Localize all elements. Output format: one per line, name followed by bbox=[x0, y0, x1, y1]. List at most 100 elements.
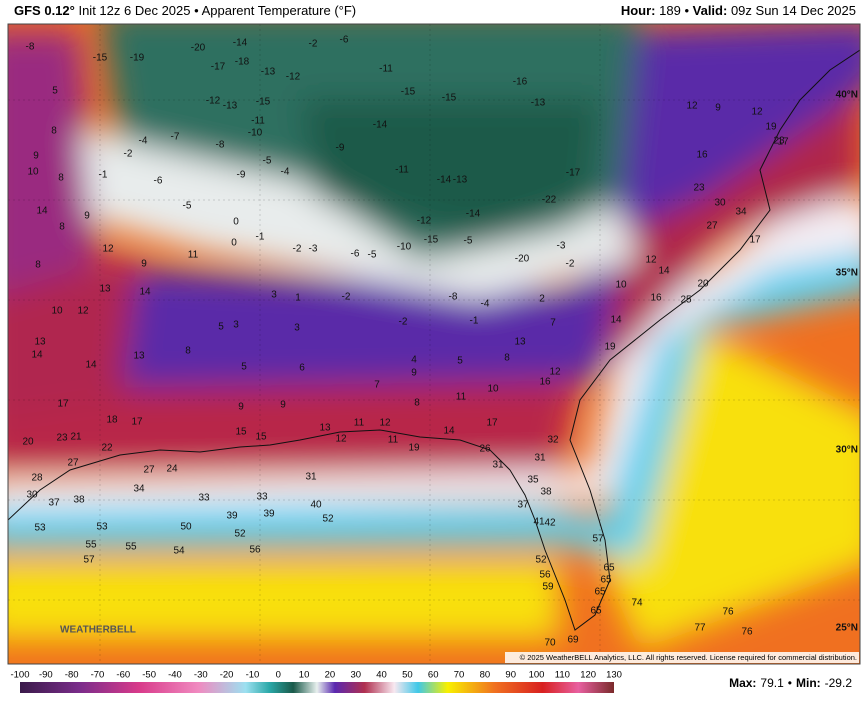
temperature-label: 32 bbox=[547, 435, 559, 446]
temperature-label: -8 bbox=[26, 42, 35, 53]
colorbar-tick-label: -30 bbox=[194, 670, 208, 681]
temperature-label: -2 bbox=[124, 149, 133, 160]
temperature-label: 9 bbox=[280, 400, 286, 411]
temperature-label: -6 bbox=[154, 176, 163, 187]
temperature-label: 6 bbox=[299, 363, 305, 374]
temperature-label: 10 bbox=[51, 306, 63, 317]
temperature-label: 65 bbox=[590, 606, 602, 617]
temperature-label: 65 bbox=[594, 587, 606, 598]
colorbar-tick-label: 90 bbox=[505, 670, 516, 681]
temperature-label: 8 bbox=[51, 126, 57, 137]
temperature-label: 8 bbox=[185, 346, 191, 357]
temperature-label: 55 bbox=[125, 542, 137, 553]
temperature-label: -4 bbox=[139, 136, 148, 147]
temperature-label: -17 bbox=[566, 168, 581, 179]
copyright-bg bbox=[505, 652, 859, 663]
colorbar-tick-label: 120 bbox=[580, 670, 596, 681]
temperature-label: 12 bbox=[379, 418, 391, 429]
temperature-label: 27 bbox=[706, 221, 718, 232]
latitude-label: 40°N bbox=[836, 90, 858, 101]
latitude-label: 25°N bbox=[836, 623, 858, 634]
temperature-label: 16 bbox=[650, 293, 662, 304]
temperature-label: 11 bbox=[456, 392, 467, 403]
temperature-label: 13 bbox=[99, 284, 111, 295]
max-label: Max: bbox=[729, 676, 756, 690]
colorbar-tick-label: 50 bbox=[402, 670, 413, 681]
temperature-label: 9 bbox=[715, 103, 721, 114]
hour-label: Hour: bbox=[620, 3, 656, 18]
temperature-label: 13 bbox=[34, 337, 46, 348]
temperature-label: 14 bbox=[139, 287, 151, 298]
temperature-label: 52 bbox=[322, 514, 334, 525]
temperature-label: 56 bbox=[249, 545, 261, 556]
temperature-label: -13 bbox=[261, 67, 276, 78]
temperature-label: -11 bbox=[379, 64, 393, 75]
temperature-label: 8 bbox=[35, 260, 41, 271]
valid-label: Valid: bbox=[692, 3, 728, 18]
temperature-label: 42 bbox=[544, 518, 556, 529]
init: Init 12z 6 Dec 2025 bbox=[78, 3, 191, 18]
temperature-label: 9 bbox=[84, 211, 90, 222]
temperature-label: 15 bbox=[255, 432, 267, 443]
temperature-label: -1 bbox=[99, 170, 108, 181]
temperature-label: 15 bbox=[235, 427, 247, 438]
max: 79.1 bbox=[760, 676, 784, 690]
temperature-label: -15 bbox=[424, 235, 439, 246]
temperature-label: -19 bbox=[130, 53, 145, 64]
temperature-label: 22 bbox=[101, 443, 113, 454]
temperature-label: -2 bbox=[342, 292, 351, 303]
temperature-label: 39 bbox=[263, 509, 275, 520]
temperature-label: -15 bbox=[256, 97, 271, 108]
colorbar-tick-label: -60 bbox=[116, 670, 130, 681]
colorbar-tick-label: -20 bbox=[220, 670, 234, 681]
colorbar bbox=[20, 682, 614, 693]
temperature-label: 12 bbox=[645, 255, 657, 266]
sep: • bbox=[788, 676, 792, 690]
colorbar-tick-label: -40 bbox=[168, 670, 182, 681]
colorbar-tick-label: -10 bbox=[246, 670, 260, 681]
temperature-label: 41 bbox=[533, 517, 545, 528]
colorbar-tick-label: -90 bbox=[39, 670, 53, 681]
header-right: Hour: 189 • Valid: 09z Sun 14 Dec 2025 bbox=[621, 0, 856, 22]
temperature-label: 14 bbox=[31, 350, 43, 361]
temperature-label: -5 bbox=[183, 201, 192, 212]
temperature-label: 14 bbox=[610, 315, 622, 326]
temperature-label: 27 bbox=[143, 465, 155, 476]
temperature-label: 8 bbox=[414, 398, 420, 409]
temperature-label: 21 bbox=[70, 432, 82, 443]
temperature-label: 12 bbox=[686, 101, 698, 112]
temperature-label: 7 bbox=[550, 318, 556, 329]
temperature-label: -8 bbox=[449, 292, 458, 303]
temperature-label: -5 bbox=[464, 236, 473, 247]
temperature-label: 65 bbox=[603, 563, 615, 574]
temperature-label: 50 bbox=[180, 522, 192, 533]
temperature-label: 70 bbox=[544, 638, 556, 649]
colorbar-tick-label: -100 bbox=[10, 670, 29, 681]
temperature-label: 23 bbox=[693, 183, 705, 194]
temperature-label: -10 bbox=[397, 242, 412, 253]
temperature-label: -12 bbox=[206, 96, 221, 107]
temperature-label: 54 bbox=[173, 546, 185, 557]
temperature-label: 16 bbox=[539, 377, 551, 388]
temperature-label: 12 bbox=[102, 244, 114, 255]
model: GFS 0.12° bbox=[14, 3, 75, 18]
temperature-label: 5 bbox=[218, 322, 224, 333]
copyright: © 2025 WeatherBELL Analytics, LLC. All r… bbox=[520, 653, 857, 662]
temperature-label: 5 bbox=[241, 362, 247, 373]
temperature-label: -15 bbox=[93, 53, 108, 64]
temperature-label: 0 bbox=[231, 238, 237, 249]
temperature-label: 12 bbox=[335, 434, 347, 445]
temperature-label: -14 bbox=[373, 120, 388, 131]
header: GFS 0.12° Init 12z 6 Dec 2025 • Apparent… bbox=[0, 0, 868, 22]
temperature-label: 9 bbox=[33, 151, 39, 162]
temperature-label: 5 bbox=[457, 356, 463, 367]
temperature-label: 18 bbox=[106, 415, 118, 426]
temperature-label: 76 bbox=[722, 607, 734, 618]
temperature-label: 9 bbox=[238, 402, 244, 413]
colorbar-tick-label: 60 bbox=[428, 670, 439, 681]
temperature-label: 35 bbox=[527, 475, 539, 486]
valid: 09z Sun 14 Dec 2025 bbox=[730, 3, 856, 18]
header-left: GFS 0.12° Init 12z 6 Dec 2025 • Apparent… bbox=[14, 0, 356, 22]
temperature-label: 53 bbox=[34, 523, 46, 534]
temperature-label: 33 bbox=[198, 493, 210, 504]
